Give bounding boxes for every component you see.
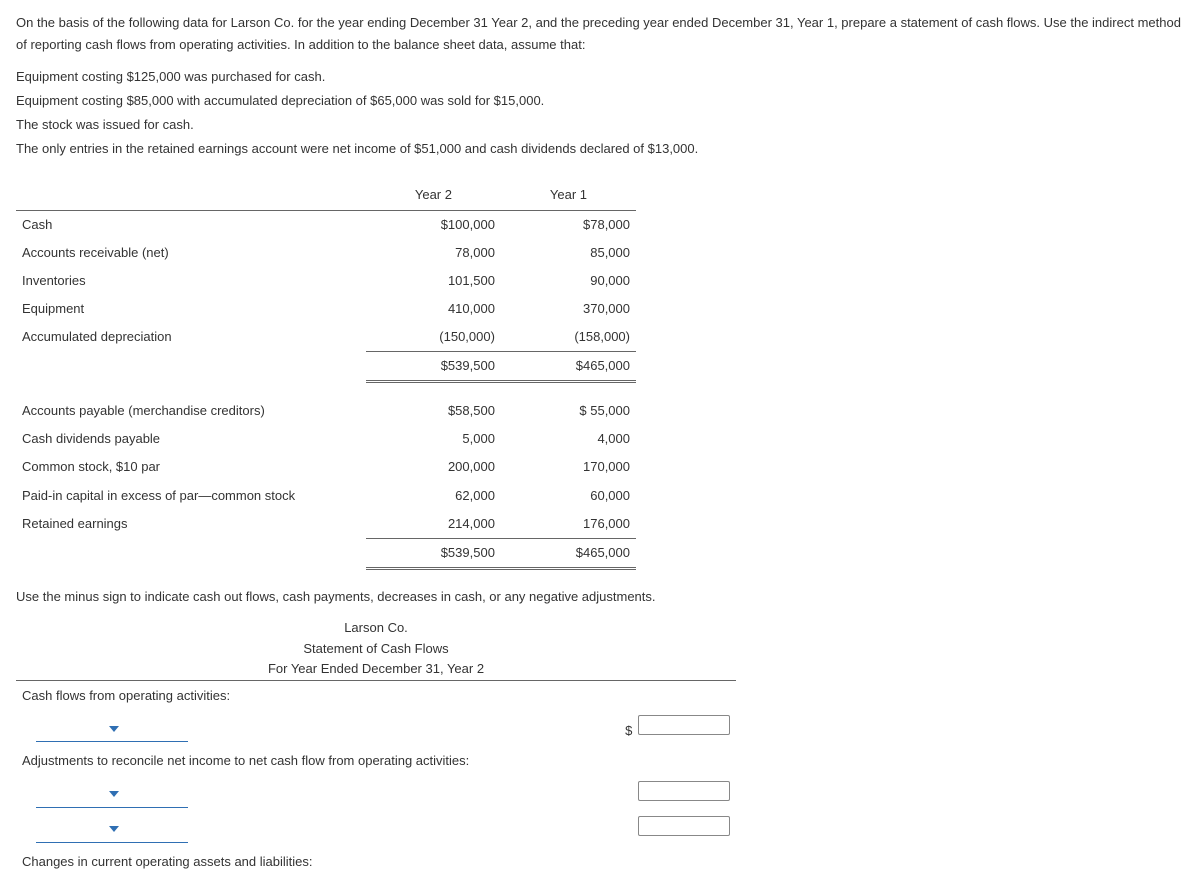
assets-total-row: $539,500 $465,000 xyxy=(16,352,636,382)
liab-eq-total-row: $539,500 $465,000 xyxy=(16,538,636,568)
chevron-down-icon xyxy=(109,826,119,832)
assumption-item: Equipment costing $125,000 was purchased… xyxy=(16,66,1184,88)
instruction-note: Use the minus sign to indicate cash out … xyxy=(16,586,1184,608)
statement-period: For Year Ended December 31, Year 2 xyxy=(16,659,736,680)
chevron-down-icon xyxy=(109,726,119,732)
table-row: Equipment 410,000 370,000 xyxy=(16,295,636,323)
table-row: Accumulated depreciation (150,000) (158,… xyxy=(16,323,636,352)
intro-paragraph: On the basis of the following data for L… xyxy=(16,12,1184,56)
amount-input[interactable] xyxy=(638,715,730,735)
assumption-item: The stock was issued for cash. xyxy=(16,114,1184,136)
section-changes: Changes in current operating assets and … xyxy=(16,847,736,877)
section-operating: Cash flows from operating activities: xyxy=(16,681,584,712)
amount-input[interactable] xyxy=(638,781,730,801)
table-row: Common stock, $10 par 200,000 170,000 xyxy=(16,453,636,481)
statement-title: Statement of Cash Flows xyxy=(16,639,736,660)
line-item-dropdown[interactable] xyxy=(36,781,188,808)
company-name: Larson Co. xyxy=(16,618,736,639)
section-adjustments: Adjustments to reconcile net income to n… xyxy=(16,746,736,776)
header-blank xyxy=(16,181,366,211)
table-row: Accounts receivable (net) 78,000 85,000 xyxy=(16,239,636,267)
header-year1: Year 1 xyxy=(501,181,636,211)
cash-flow-statement: Larson Co. Statement of Cash Flows For Y… xyxy=(16,618,736,877)
table-row: Paid-in capital in excess of par—common … xyxy=(16,482,636,510)
table-row: Accounts payable (merchandise creditors)… xyxy=(16,397,636,425)
currency-symbol: $ xyxy=(625,723,632,738)
header-year2: Year 2 xyxy=(366,181,501,211)
line-item-dropdown[interactable] xyxy=(36,816,188,843)
table-row: Cash $100,000 $78,000 xyxy=(16,210,636,239)
amount-input[interactable] xyxy=(638,816,730,836)
balance-sheet-liab-eq: Accounts payable (merchandise creditors)… xyxy=(16,397,636,570)
assumption-item: The only entries in the retained earning… xyxy=(16,138,1184,160)
line-item-dropdown[interactable] xyxy=(36,715,188,742)
table-row: Cash dividends payable 5,000 4,000 xyxy=(16,425,636,453)
balance-sheet-assets: Year 2 Year 1 Cash $100,000 $78,000 Acco… xyxy=(16,181,636,384)
assumption-item: Equipment costing $85,000 with accumulat… xyxy=(16,90,1184,112)
table-row: Retained earnings 214,000 176,000 xyxy=(16,510,636,539)
assumption-list: Equipment costing $125,000 was purchased… xyxy=(16,66,1184,160)
table-row: Inventories 101,500 90,000 xyxy=(16,267,636,295)
chevron-down-icon xyxy=(109,791,119,797)
